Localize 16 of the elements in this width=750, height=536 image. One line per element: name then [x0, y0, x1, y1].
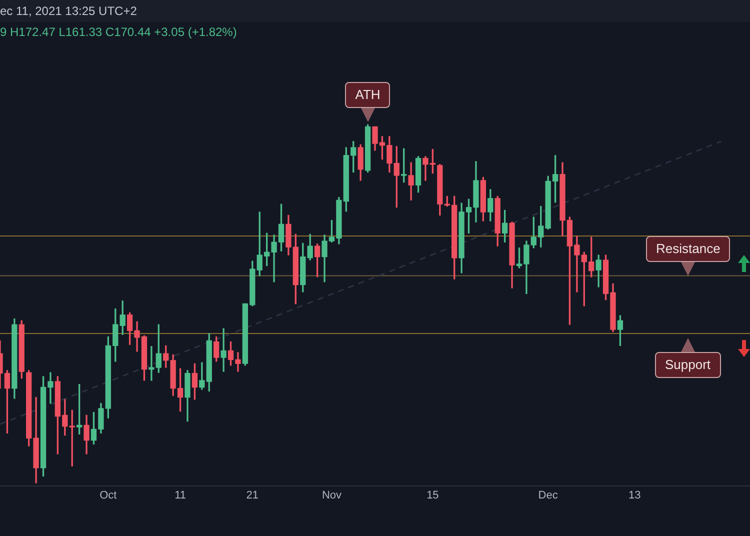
annotation: ATH [345, 82, 390, 108]
ref-line-label: Resistance [646, 236, 730, 262]
x-tick-label: 13 [628, 489, 641, 502]
text: 9 H172.47 L161.33 C170.44 +3.05 (+1.82%) [0, 24, 238, 41]
candlestick [220, 328, 226, 372]
x-tick-label: Dec [538, 489, 558, 502]
callout: Support [655, 338, 721, 378]
x-tick-label: 21 [246, 489, 259, 502]
callout: ATH [345, 82, 390, 122]
text: ec 11, 2021 13:25 UTC+2 [0, 0, 750, 22]
ref-line-label: Support [655, 352, 721, 378]
callout: Resistance [646, 236, 730, 276]
x-tick-label: 15 [426, 489, 439, 502]
x-tick-label: Nov [322, 489, 342, 502]
x-tick-label: Oct [100, 489, 117, 502]
x-tick-label: 11 [174, 489, 186, 502]
